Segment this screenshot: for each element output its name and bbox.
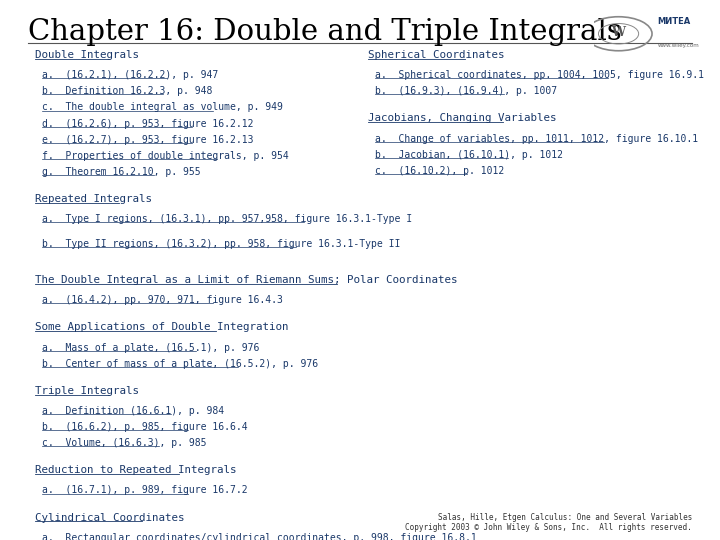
Text: a.  (16.7.1), p. 989, figure 16.7.2: a. (16.7.1), p. 989, figure 16.7.2 [42,485,248,496]
Text: МИTЕА: МИTЕА [657,17,691,26]
Text: Triple Integrals: Triple Integrals [35,386,139,396]
Text: b.  Definition 16.2.3, p. 948: b. Definition 16.2.3, p. 948 [42,86,212,96]
Text: b.  Type II regions, (16.3.2), pp. 958, figure 16.3.1-Type II: b. Type II regions, (16.3.2), pp. 958, f… [42,239,400,249]
Text: c.  Volume, (16.6.3), p. 985: c. Volume, (16.6.3), p. 985 [42,438,207,448]
Text: Spherical Coordinates: Spherical Coordinates [368,50,505,60]
Text: d.  (16.2.6), p. 953, figure 16.2.12: d. (16.2.6), p. 953, figure 16.2.12 [42,119,253,129]
Text: a.  (16.4.2), pp. 970, 971, figure 16.4.3: a. (16.4.2), pp. 970, 971, figure 16.4.3 [42,295,283,305]
Text: Some Applications of Double Integration: Some Applications of Double Integration [35,322,289,332]
Text: b.  (16.9.3), (16.9.4), p. 1007: b. (16.9.3), (16.9.4), p. 1007 [375,86,557,96]
Text: www.wiley.com: www.wiley.com [657,43,699,48]
Text: Salas, Hille, Etgen Calculus: One and Several Variables
Copyright 2003 © John Wi: Salas, Hille, Etgen Calculus: One and Se… [405,512,692,532]
Text: a.  (16.2.1), (16.2.2), p. 947: a. (16.2.1), (16.2.2), p. 947 [42,70,218,80]
Text: a.  Mass of a plate, (16.5.1), p. 976: a. Mass of a plate, (16.5.1), p. 976 [42,342,259,353]
Text: W: W [611,25,626,38]
Text: a.  Type I regions, (16.3.1), pp. 957,958, figure 16.3.1-Type I: a. Type I regions, (16.3.1), pp. 957,958… [42,214,412,224]
Text: g.  Theorem 16.2.10, p. 955: g. Theorem 16.2.10, p. 955 [42,167,201,177]
Text: Chapter 16: Double and Triple Integrals: Chapter 16: Double and Triple Integrals [28,18,622,46]
Text: c.  (16.10.2), p. 1012: c. (16.10.2), p. 1012 [375,166,504,176]
Text: b.  (16.6.2), p. 985, figure 16.6.4: b. (16.6.2), p. 985, figure 16.6.4 [42,422,248,432]
Text: The Double Integral as a Limit of Riemann Sums; Polar Coordinates: The Double Integral as a Limit of Rieman… [35,275,457,285]
Text: a.  Definition (16.6.1), p. 984: a. Definition (16.6.1), p. 984 [42,406,224,416]
Text: a.  Spherical coordinates, pp. 1004, 1005, figure 16.9.1: a. Spherical coordinates, pp. 1004, 1005… [375,70,704,80]
Text: Double Integrals: Double Integrals [35,50,139,60]
Text: Reduction to Repeated Integrals: Reduction to Repeated Integrals [35,465,236,475]
Text: c.  The double integral as volume, p. 949: c. The double integral as volume, p. 949 [42,103,283,112]
Text: f.  Properties of double integrals, p. 954: f. Properties of double integrals, p. 95… [42,151,289,161]
Text: Repeated Integrals: Repeated Integrals [35,194,152,204]
Text: b.  Center of mass of a plate, (16.5.2), p. 976: b. Center of mass of a plate, (16.5.2), … [42,359,318,369]
Text: a.  Rectangular coordinates/cylindrical coordinates, p. 998, figure 16.8.1: a. Rectangular coordinates/cylindrical c… [42,533,477,540]
Text: a.  Change of variables, pp. 1011, 1012, figure 16.10.1: a. Change of variables, pp. 1011, 1012, … [375,134,698,144]
Text: Jacobians, Changing Variables: Jacobians, Changing Variables [368,113,557,124]
Text: e.  (16.2.7), p. 953, figure 16.2.13: e. (16.2.7), p. 953, figure 16.2.13 [42,134,253,145]
Text: b.  Jacobian, (16.10.1), p. 1012: b. Jacobian, (16.10.1), p. 1012 [375,150,563,160]
Text: Cylindrical Coordinates: Cylindrical Coordinates [35,512,184,523]
